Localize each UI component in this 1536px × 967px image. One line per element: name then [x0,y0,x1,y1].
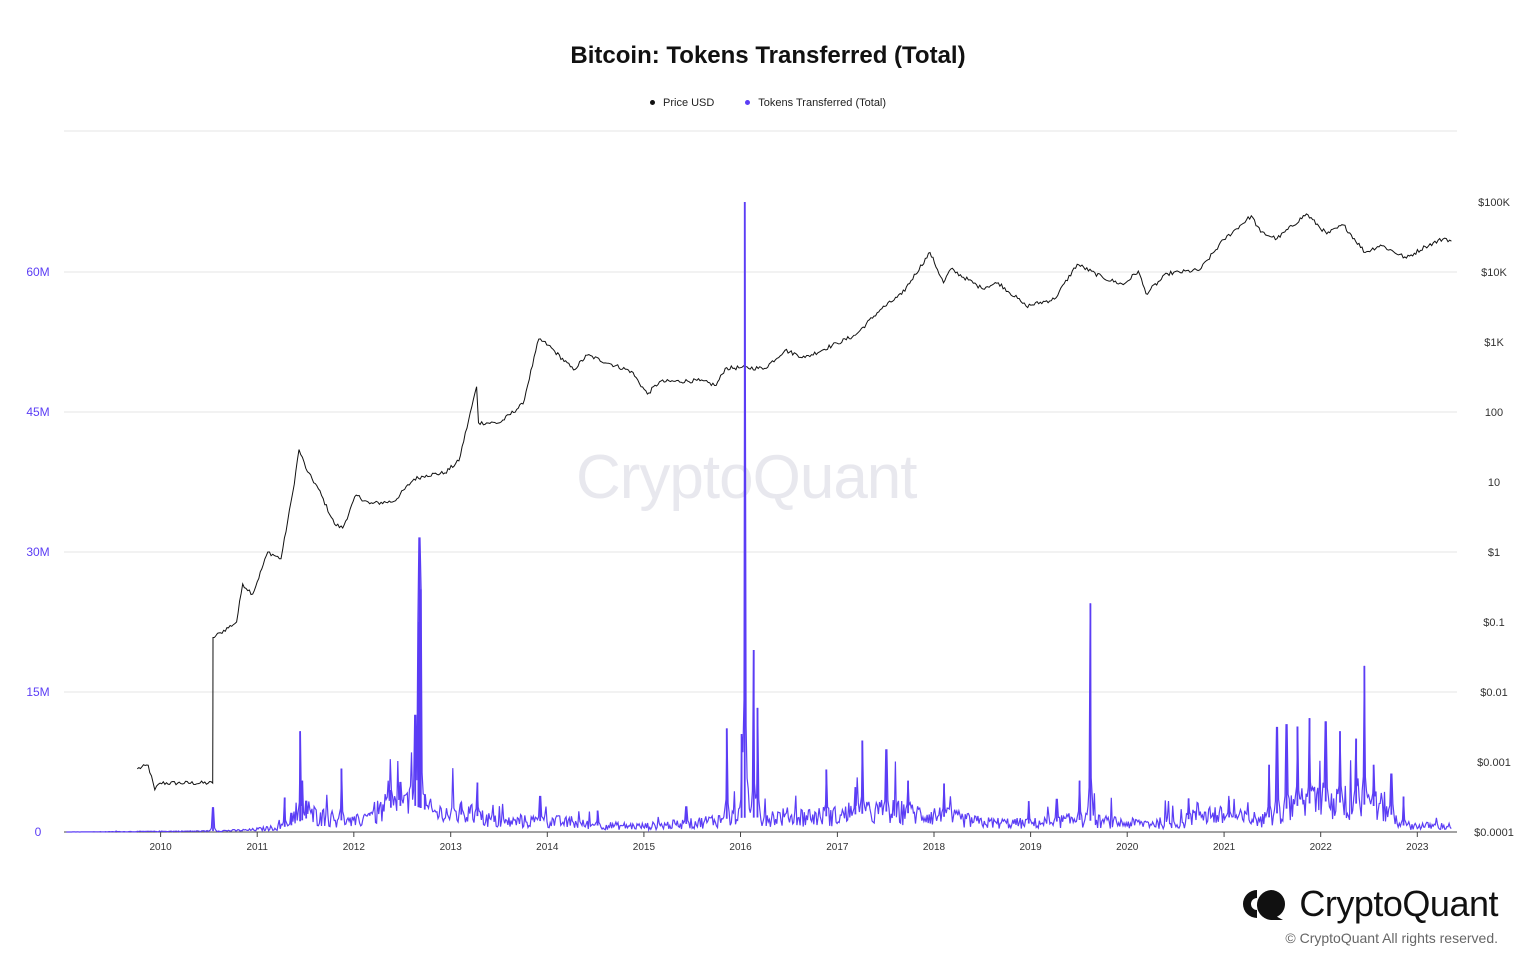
y-left-tick-label: 0 [35,825,42,839]
x-tick-label: 2016 [729,842,752,853]
y-left-tick-label: 15M [26,685,49,699]
x-tick-label: 2011 [246,842,268,853]
legend-label-tokens: Tokens Transferred (Total) [758,97,887,109]
legend-marker-tokens [745,99,751,105]
x-tick-label: 2013 [440,842,463,853]
x-tick-label: 2023 [1406,842,1429,853]
x-tick-label: 2012 [343,842,366,853]
x-tick-label: 2021 [1213,842,1236,853]
y-right-tick-label: $1 [1488,547,1500,559]
x-tick-label: 2010 [149,842,172,853]
x-tick-label: 2015 [633,842,656,853]
x-tick-label: 2022 [1310,842,1333,853]
y-left-tick-label: 30M [26,545,49,559]
y-right-tick-label: $0.01 [1480,687,1508,699]
y-left-tick-label: 60M [26,265,49,279]
y-right-tick-label: 100 [1485,407,1503,419]
legend-label-price: Price USD [663,97,715,109]
y-right-tick-label: 10 [1488,477,1500,489]
y-right-tick-label: $0.0001 [1474,827,1514,839]
tokens-transferred-line [66,201,1452,833]
x-tick-label: 2018 [923,842,946,853]
brand-name: CryptoQuant [1299,883,1498,924]
watermark: CryptoQuant [576,443,918,512]
price-usd-line [137,213,1452,792]
y-right-tick-label: $10K [1481,267,1507,279]
legend-marker-price [649,99,655,105]
x-tick-label: 2014 [536,842,559,853]
legend-item-price[interactable]: Price USD [649,97,715,109]
cryptoquant-logo-icon [1243,890,1286,920]
y-right-tick-label: $0.1 [1483,617,1504,629]
y-right-tick-label: $0.001 [1477,757,1511,769]
y-right-tick-label: $100K [1478,197,1510,209]
legend-item-tokens[interactable]: Tokens Transferred (Total) [745,97,886,109]
x-tick-label: 2017 [826,842,849,853]
copyright-text: © CryptoQuant All rights reserved. [1285,930,1498,946]
chart-title: Bitcoin: Tokens Transferred (Total) [570,42,966,69]
y-right-tick-label: $1K [1484,337,1504,349]
legend: Price USD Tokens Transferred (Total) [0,97,1536,109]
brand-logo: CryptoQuant [1241,883,1498,925]
x-tick-label: 2019 [1019,842,1042,853]
x-tick-label: 2020 [1116,842,1139,853]
y-left-tick-label: 45M [26,405,49,419]
